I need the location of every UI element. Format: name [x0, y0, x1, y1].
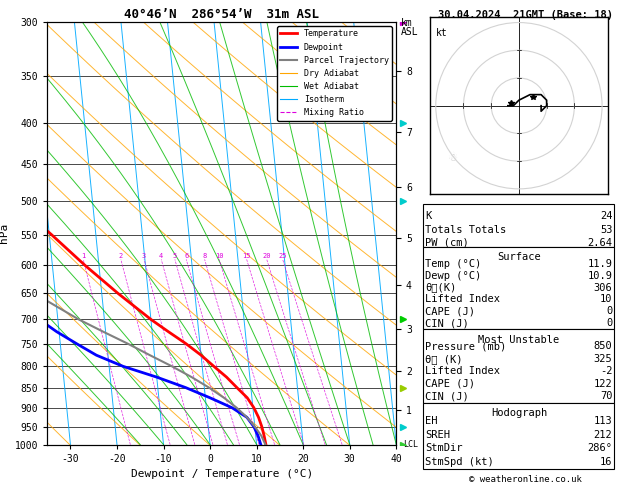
Text: 16: 16 [600, 457, 613, 468]
Text: -2: -2 [600, 366, 613, 376]
Text: CIN (J): CIN (J) [425, 391, 469, 401]
Text: 5: 5 [173, 253, 177, 260]
Text: 70: 70 [600, 391, 613, 401]
Text: 306: 306 [594, 282, 613, 293]
Text: θᴇ(K): θᴇ(K) [425, 282, 457, 293]
Text: Hodograph: Hodograph [491, 408, 547, 418]
Text: 24: 24 [600, 211, 613, 221]
Text: 0: 0 [606, 306, 613, 316]
Text: © weatheronline.co.uk: © weatheronline.co.uk [469, 474, 582, 484]
Text: StmDir: StmDir [425, 444, 463, 453]
Text: CIN (J): CIN (J) [425, 318, 469, 328]
Bar [423, 204, 615, 247]
Text: EH: EH [425, 416, 438, 426]
Text: StmSpd (kt): StmSpd (kt) [425, 457, 494, 468]
Text: LCL: LCL [403, 440, 418, 449]
Text: 11.9: 11.9 [587, 259, 613, 269]
Text: Most Unstable: Most Unstable [478, 334, 560, 345]
Text: 1: 1 [81, 253, 86, 260]
Text: Temp (°C): Temp (°C) [425, 259, 482, 269]
Text: 15: 15 [242, 253, 251, 260]
Bar [423, 402, 615, 469]
Text: K: K [425, 211, 431, 221]
Text: 10: 10 [215, 253, 223, 260]
Text: θᴇ (K): θᴇ (K) [425, 354, 463, 364]
Text: 6: 6 [184, 253, 188, 260]
Text: km: km [401, 18, 413, 28]
Text: 30.04.2024  21GMT (Base: 18): 30.04.2024 21GMT (Base: 18) [438, 10, 613, 20]
Text: PW (cm): PW (cm) [425, 238, 469, 248]
Title: 40°46’N  286°54’W  31m ASL: 40°46’N 286°54’W 31m ASL [124, 8, 320, 21]
Text: ☃: ☃ [447, 153, 457, 163]
Text: Surface: Surface [497, 253, 541, 262]
Text: CAPE (J): CAPE (J) [425, 306, 476, 316]
Text: 113: 113 [594, 416, 613, 426]
Bar [423, 247, 615, 329]
Text: CAPE (J): CAPE (J) [425, 379, 476, 389]
Text: 850: 850 [594, 341, 613, 351]
Text: 8: 8 [203, 253, 207, 260]
Y-axis label: hPa: hPa [0, 223, 9, 243]
X-axis label: Dewpoint / Temperature (°C): Dewpoint / Temperature (°C) [131, 469, 313, 479]
Text: 325: 325 [594, 354, 613, 364]
Text: 10: 10 [600, 295, 613, 304]
Text: 20: 20 [262, 253, 271, 260]
Text: Dewp (°C): Dewp (°C) [425, 271, 482, 281]
Text: ASL: ASL [401, 27, 419, 37]
Text: 212: 212 [594, 430, 613, 439]
Bar [423, 329, 615, 402]
Legend: Temperature, Dewpoint, Parcel Trajectory, Dry Adiabat, Wet Adiabat, Isotherm, Mi: Temperature, Dewpoint, Parcel Trajectory… [277, 26, 392, 121]
Text: 10.9: 10.9 [587, 271, 613, 281]
Text: kt: kt [436, 28, 447, 38]
Text: 53: 53 [600, 225, 613, 235]
Text: 122: 122 [594, 379, 613, 389]
Text: 0: 0 [606, 318, 613, 328]
Text: 2: 2 [119, 253, 123, 260]
Text: 25: 25 [279, 253, 287, 260]
Text: 2.64: 2.64 [587, 238, 613, 248]
Text: 4: 4 [159, 253, 164, 260]
Text: 3: 3 [142, 253, 147, 260]
Text: Lifted Index: Lifted Index [425, 366, 500, 376]
Text: 286°: 286° [587, 444, 613, 453]
Text: Pressure (mb): Pressure (mb) [425, 341, 506, 351]
Text: Totals Totals: Totals Totals [425, 225, 506, 235]
Text: Lifted Index: Lifted Index [425, 295, 500, 304]
Text: SREH: SREH [425, 430, 450, 439]
